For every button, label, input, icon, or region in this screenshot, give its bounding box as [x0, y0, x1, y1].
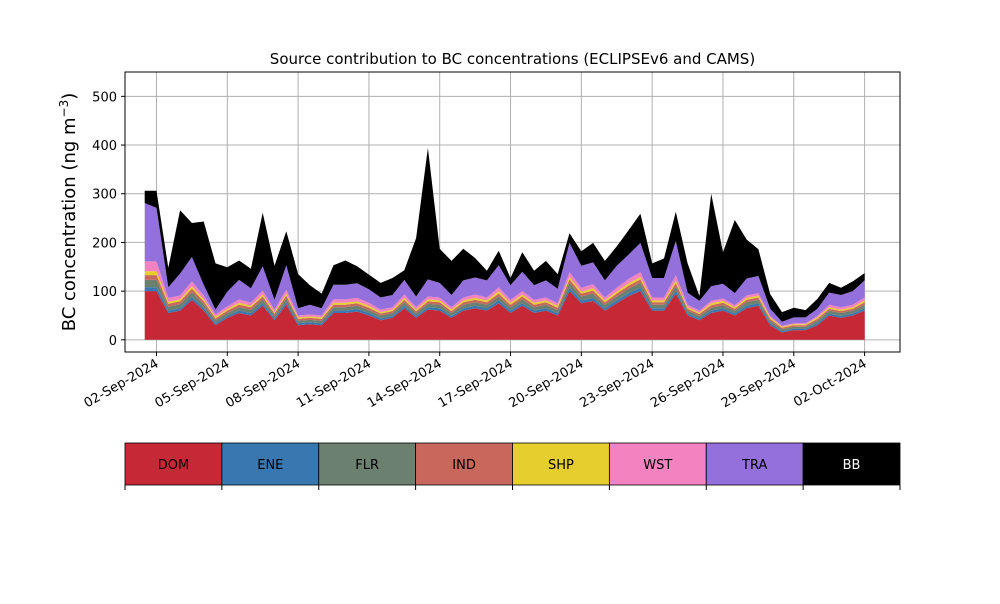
y-tick-label: 500 — [92, 90, 117, 105]
legend-swatch-wst — [608, 442, 707, 486]
y-axis: 0 100 200 300 400 500 — [92, 90, 125, 349]
y-axis-label-close: ) — [59, 93, 80, 100]
series-area-ene — [144, 287, 865, 333]
legend-label-shp: SHP — [548, 458, 574, 473]
legend-label-flr: FLR — [355, 458, 379, 473]
y-tick-label: 400 — [92, 139, 117, 154]
y-tick-label: 100 — [92, 285, 117, 300]
plot-frame — [124, 71, 901, 353]
stacked-areas — [144, 148, 865, 340]
legend-swatch-tra — [705, 442, 804, 486]
series-area-ind — [144, 275, 865, 330]
y-axis-label-sup: −3 — [57, 100, 71, 118]
legend-label-tra: TRA — [741, 458, 767, 473]
y-tick-label: 200 — [92, 236, 117, 251]
series-area-flr — [144, 279, 865, 332]
legend-swatch-ind — [415, 442, 513, 486]
y-tick-label: 300 — [92, 188, 117, 203]
series-area-wst — [144, 261, 865, 327]
y-axis-label-main: BC concentration (ng m — [59, 117, 80, 331]
y-tick-label: 0 — [109, 334, 117, 349]
legend-label-ene: ENE — [257, 458, 283, 473]
legend: DOM ENE FLR IND SHP WST TRA BB — [124, 442, 901, 490]
series-area-dom — [144, 291, 865, 340]
legend-label-bb: BB — [843, 458, 861, 473]
legend-label-ind: IND — [452, 458, 476, 473]
chart-title: Source contribution to BC concentrations… — [270, 50, 755, 68]
series-area-bb — [144, 148, 865, 322]
legend-label-wst: WST — [643, 458, 672, 473]
legend-swatch-ene — [221, 442, 320, 486]
series-area-tra — [144, 203, 865, 326]
legend-swatch-dom — [124, 442, 223, 486]
legend-swatch-bb — [802, 442, 901, 486]
legend-swatch-flr — [318, 442, 417, 486]
series-area-shp — [144, 271, 865, 328]
y-axis-label: BC concentration (ng m−3) — [57, 93, 80, 332]
legend-label-dom: DOM — [158, 458, 189, 473]
